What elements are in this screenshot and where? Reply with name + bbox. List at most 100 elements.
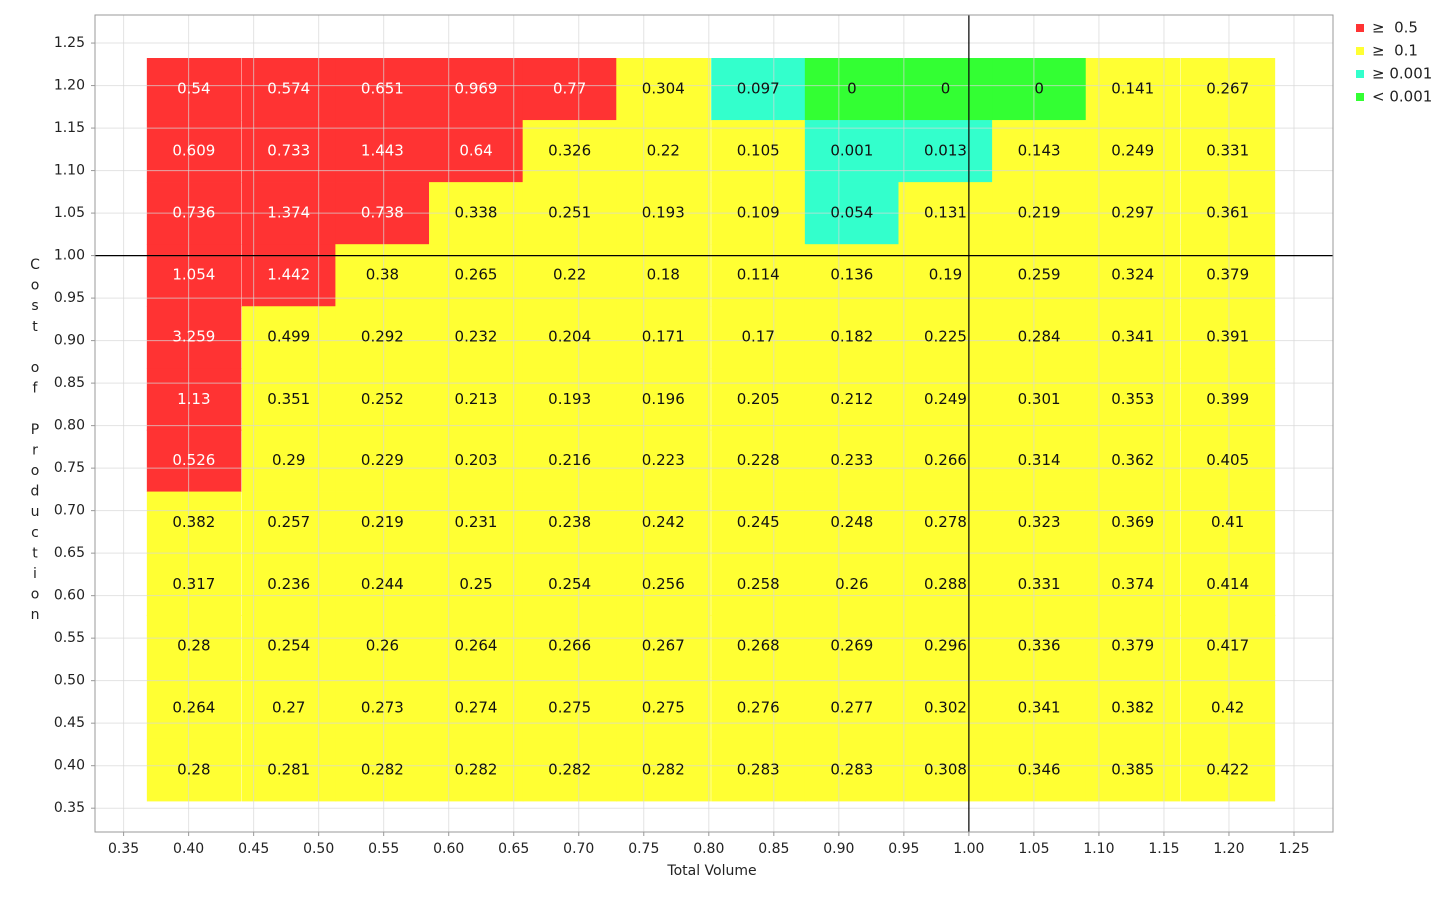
cell-label: 0.969 <box>455 79 498 97</box>
heat-cell <box>335 120 430 183</box>
x-tick-label: 0.80 <box>693 841 724 857</box>
cell-label: 0.288 <box>924 575 967 593</box>
cell-label: 0.19 <box>929 266 962 284</box>
heat-cell <box>522 614 618 678</box>
cell-label: 0.326 <box>548 142 591 160</box>
y-tick-label: 1.15 <box>54 120 85 136</box>
cell-label: 0.341 <box>1018 698 1061 716</box>
heat-cell <box>429 306 524 369</box>
heat-cell <box>146 553 242 617</box>
cell-label: 0.193 <box>642 204 685 222</box>
cell-label: 0.399 <box>1206 390 1249 408</box>
cell-label: 0.196 <box>642 390 685 408</box>
heat-cell <box>335 738 430 802</box>
heat-cell <box>992 614 1087 678</box>
heat-cell <box>711 368 806 431</box>
heat-cell <box>804 58 900 121</box>
cell-label: 0.242 <box>642 513 685 531</box>
cell-label: 0.353 <box>1111 390 1154 408</box>
heat-cell <box>711 676 806 740</box>
y-tick-label: 1.10 <box>54 163 85 179</box>
cell-label: 0.203 <box>455 451 498 469</box>
cell-label: 0.171 <box>642 328 685 346</box>
heat-cell <box>335 306 430 369</box>
cell-label: 0.292 <box>361 328 404 346</box>
heat-cell <box>804 368 900 431</box>
heat-cell <box>335 614 430 678</box>
cell-label: 0.738 <box>361 204 404 222</box>
cell-label: 0.266 <box>924 451 967 469</box>
cell-label: 0.265 <box>455 266 498 284</box>
heat-cell <box>1085 244 1181 307</box>
x-tick-label: 1.20 <box>1213 841 1244 857</box>
heat-cell <box>711 306 806 369</box>
heat-cell <box>522 429 618 492</box>
heat-cell <box>804 306 900 369</box>
cell-label: 0.736 <box>172 204 215 222</box>
heat-cell <box>804 244 900 307</box>
legend-swatch <box>1356 47 1364 55</box>
cell-label: 0.244 <box>361 575 404 593</box>
cell-label: 0.267 <box>642 636 685 654</box>
heat-cell <box>429 738 524 802</box>
cell-label: 0.609 <box>172 142 215 160</box>
y-axis-label: Cost of Production <box>27 257 43 628</box>
cell-label: 0.231 <box>455 513 498 531</box>
cell-label: 0.369 <box>1111 513 1154 531</box>
cell-label: 0.252 <box>361 390 404 408</box>
cell-label: 0.264 <box>172 698 215 716</box>
cell-label: 0.228 <box>737 451 780 469</box>
heat-cell <box>616 676 711 740</box>
cell-label: 0.25 <box>459 575 492 593</box>
heat-cell <box>335 244 430 307</box>
legend-swatch <box>1356 93 1364 101</box>
cell-label: 0.193 <box>548 390 591 408</box>
y-tick-label: 0.45 <box>54 715 85 731</box>
y-tick-label: 1.05 <box>54 205 85 221</box>
cell-label: 0.302 <box>924 698 967 716</box>
heat-cell <box>429 120 524 183</box>
heat-cell <box>1085 553 1181 617</box>
heat-cell <box>241 429 337 492</box>
cell-label: 0.249 <box>1111 142 1154 160</box>
y-tick-label: 1.20 <box>54 78 85 94</box>
heat-cell <box>898 491 993 554</box>
legend-label: ≥ 0.001 <box>1372 65 1432 83</box>
heat-cell <box>1180 429 1276 492</box>
heat-cell <box>146 120 242 183</box>
cell-label: 1.13 <box>177 390 210 408</box>
cell-label: 0.64 <box>459 142 492 160</box>
heat-cell <box>1085 58 1181 121</box>
y-tick-label: 0.75 <box>54 460 85 476</box>
cell-label: 0.338 <box>455 204 498 222</box>
heat-cell <box>804 614 900 678</box>
cell-label: 0.351 <box>267 390 310 408</box>
x-tick-label: 0.55 <box>368 841 399 857</box>
heat-cell <box>616 120 711 183</box>
x-tick-label: 1.15 <box>1148 841 1179 857</box>
x-tick-label: 0.75 <box>628 841 659 857</box>
y-tick-label: 0.50 <box>54 673 85 689</box>
cell-label: 0.097 <box>737 79 780 97</box>
cell-label: 0 <box>941 79 951 97</box>
cell-label: 0.77 <box>553 79 586 97</box>
cell-label: 0.297 <box>1111 204 1154 222</box>
cell-label: 0.417 <box>1206 636 1249 654</box>
cell-label: 0.405 <box>1206 451 1249 469</box>
heat-cell <box>992 58 1087 121</box>
heat-cell <box>804 676 900 740</box>
heat-cell <box>335 58 430 121</box>
heat-cell <box>1180 120 1276 183</box>
heat-cell <box>146 306 242 369</box>
heat-cell <box>335 429 430 492</box>
cell-label: 0.281 <box>267 760 310 778</box>
cell-label: 0.274 <box>455 698 498 716</box>
heat-cell <box>1085 306 1181 369</box>
cell-label: 0.374 <box>1111 575 1154 593</box>
heat-cell <box>711 429 806 492</box>
heat-cell <box>992 738 1087 802</box>
cell-label: 0.236 <box>267 575 310 593</box>
x-tick-label: 1.00 <box>953 841 984 857</box>
cell-label: 0.213 <box>455 390 498 408</box>
heat-cell <box>804 491 900 554</box>
